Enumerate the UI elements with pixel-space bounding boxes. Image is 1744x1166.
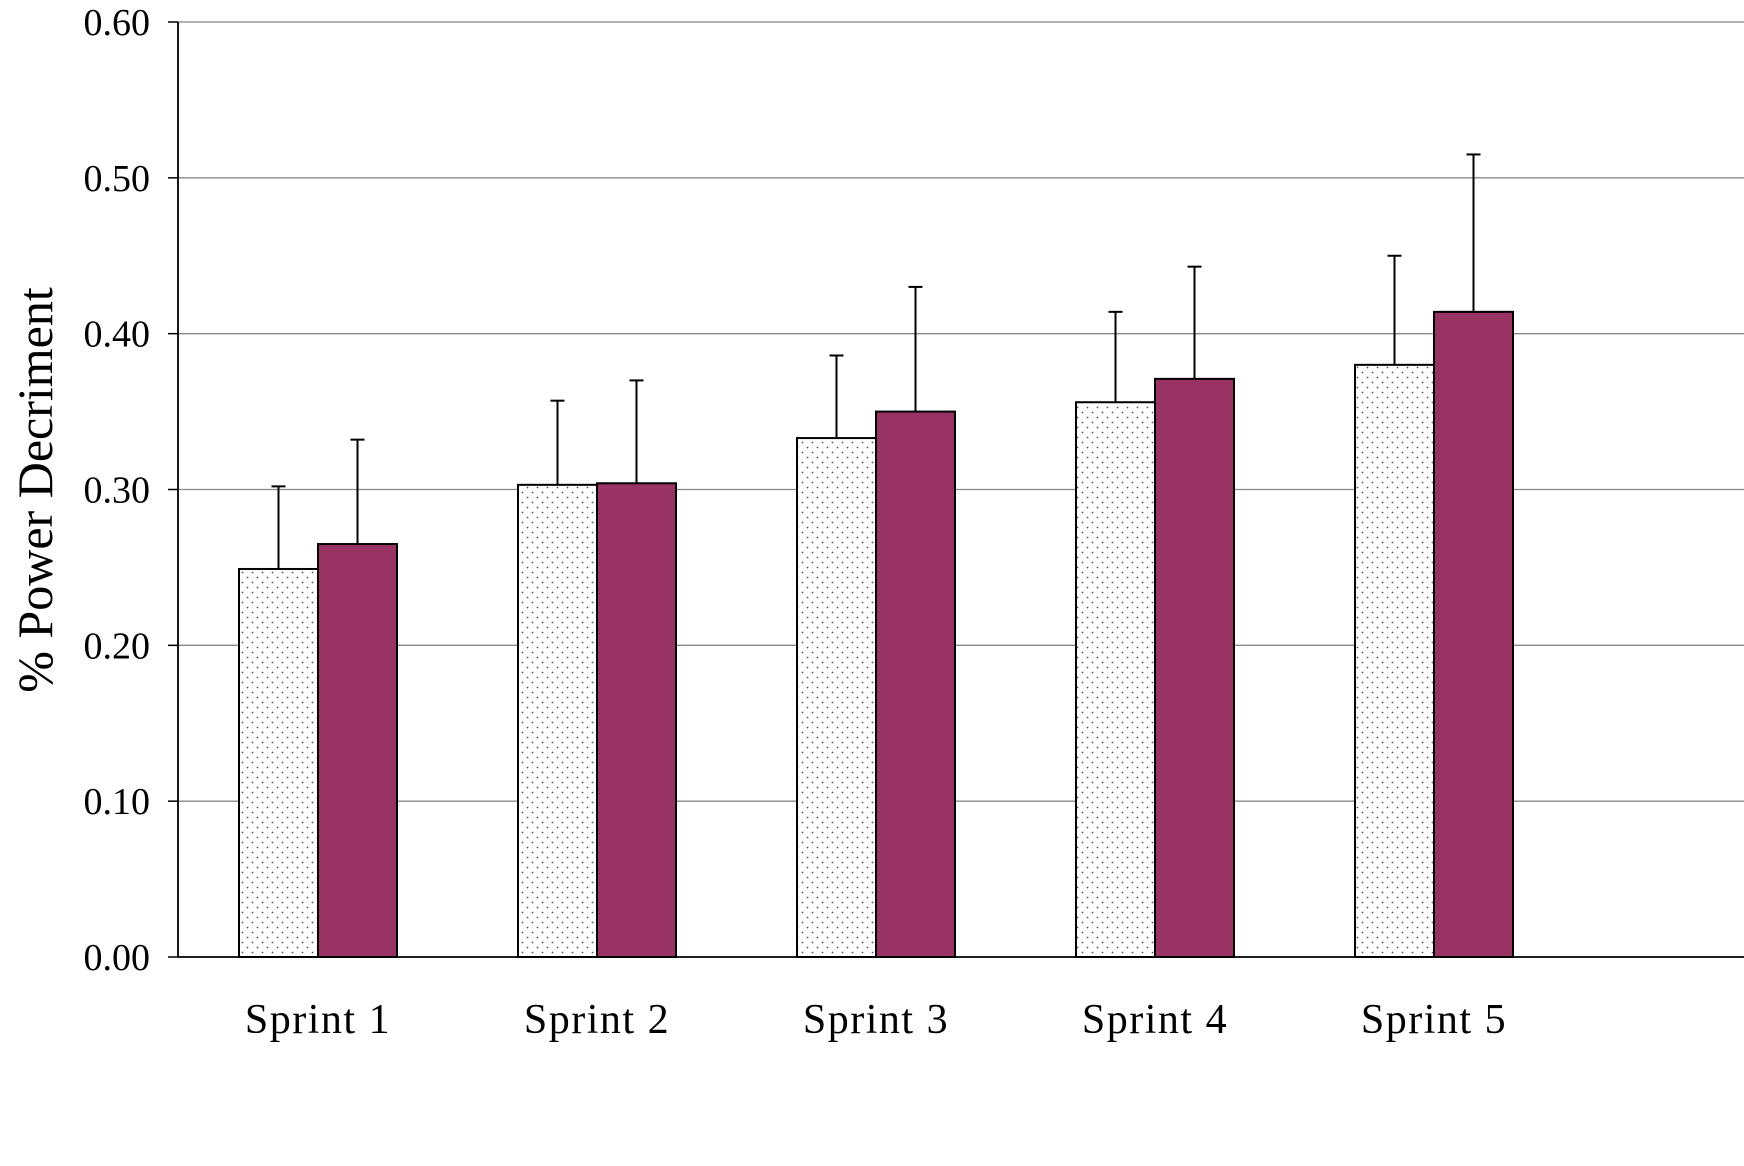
bar-2-2 [596, 482, 677, 958]
y-tick-label: 0.10 [84, 781, 151, 823]
x-tick-label: Sprint 3 [803, 997, 949, 1043]
y-tick-label: 0.00 [84, 937, 151, 979]
bars [238, 310, 1514, 959]
bar-1-3 [796, 437, 877, 958]
x-tick-label: Sprint 2 [524, 997, 670, 1043]
bar-1-1 [238, 567, 319, 958]
y-tick-label: 0.60 [84, 2, 151, 44]
bar-2-4 [1154, 377, 1235, 958]
bar-2-1 [317, 543, 398, 959]
y-tick-label: 0.20 [84, 625, 151, 667]
bar-1-5 [1354, 363, 1435, 959]
bar-1-4 [1075, 401, 1156, 958]
bar-2-5 [1433, 310, 1514, 959]
y-tick-label: 0.40 [84, 314, 151, 356]
x-tick-label: Sprint 5 [1361, 997, 1507, 1043]
y-tick-label: 0.30 [84, 470, 151, 512]
axes [168, 21, 1744, 958]
bar-2-3 [875, 410, 956, 959]
x-tick-label: Sprint 4 [1082, 997, 1228, 1043]
error-bars [271, 153, 1481, 569]
x-tick-label: Sprint 1 [245, 997, 391, 1043]
y-tick-label: 0.50 [84, 158, 151, 200]
axis-labels: % Power Decriment 0.00 0.10 0.20 0.30 0.40 0.… [7, 2, 1507, 1043]
bar-1-2 [517, 483, 598, 958]
y-axis-title: % Power Decriment [7, 287, 63, 693]
